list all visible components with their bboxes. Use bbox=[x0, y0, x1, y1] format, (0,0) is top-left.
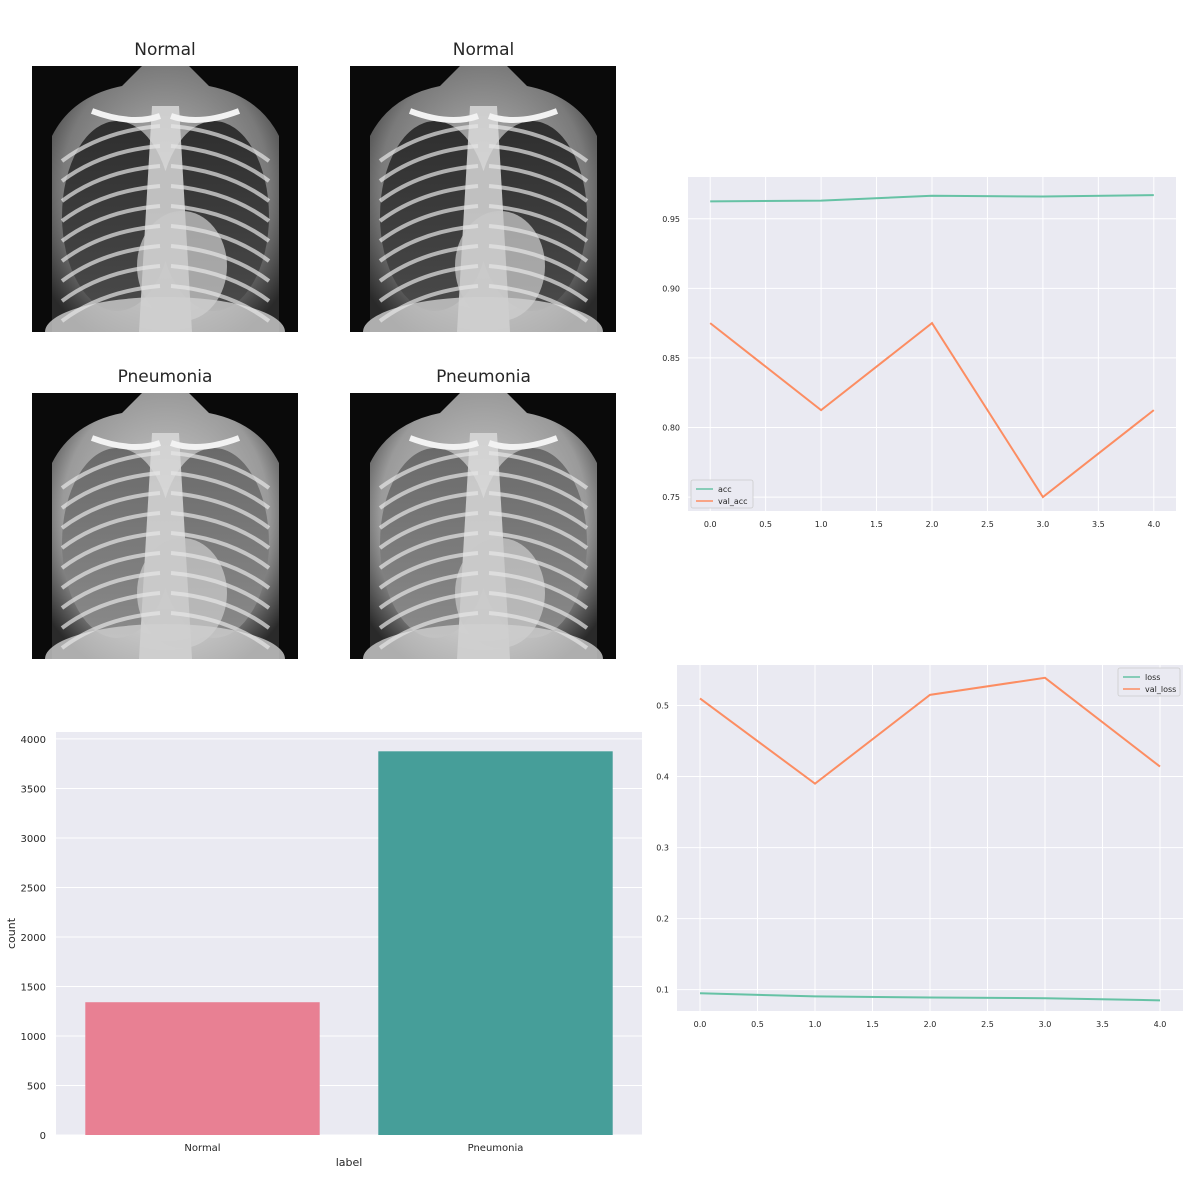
x-tick-label: 0.0 bbox=[694, 1020, 707, 1029]
x-tick-label: 3.0 bbox=[1039, 1020, 1052, 1029]
y-tick-label: 1000 bbox=[21, 1032, 46, 1043]
xray-panel-2: Normal bbox=[350, 40, 617, 332]
bar-pneumonia bbox=[378, 751, 613, 1135]
xray-panel-3: Pneumonia bbox=[32, 367, 298, 659]
line-chart-group bbox=[677, 665, 1183, 1011]
y-tick-label: 0.1 bbox=[656, 986, 669, 995]
y-tick-label: 0.85 bbox=[662, 354, 680, 363]
x-tick-label: 3.5 bbox=[1096, 1020, 1109, 1029]
x-axis-label: label bbox=[336, 1156, 363, 1169]
legend-label: loss bbox=[1145, 673, 1160, 682]
x-tick-label: 4.0 bbox=[1147, 520, 1160, 529]
x-tick-label: Pneumonia bbox=[468, 1143, 524, 1154]
series-line-loss bbox=[699, 992, 1161, 1002]
y-tick-label: 0.4 bbox=[656, 773, 669, 782]
y-tick-label: 500 bbox=[27, 1081, 46, 1092]
y-tick-label: 0.5 bbox=[656, 701, 669, 710]
y-tick-label: 0 bbox=[40, 1131, 46, 1142]
series-line-val_loss bbox=[699, 676, 1161, 785]
y-tick-label: 2500 bbox=[21, 883, 46, 894]
x-tick-label: 2.5 bbox=[981, 1020, 994, 1029]
series-line-val_acc bbox=[709, 321, 1155, 499]
xray-title: Normal bbox=[134, 40, 196, 60]
x-tick-label: 0.5 bbox=[751, 1020, 764, 1029]
x-tick-label: 0.0 bbox=[704, 520, 717, 529]
x-tick-label: 1.0 bbox=[809, 1020, 822, 1029]
x-tick-label: 3.5 bbox=[1092, 520, 1105, 529]
y-tick-label: 0.95 bbox=[662, 215, 680, 224]
x-tick-label: Normal bbox=[184, 1143, 220, 1154]
x-tick-label: 1.5 bbox=[870, 520, 883, 529]
xray-image bbox=[32, 393, 298, 659]
series-line-acc bbox=[710, 194, 1154, 203]
y-tick-label: 0.90 bbox=[662, 284, 680, 293]
x-tick-label: 2.0 bbox=[924, 1020, 937, 1029]
legend-label: acc bbox=[718, 485, 732, 494]
y-tick-label: 0.80 bbox=[662, 424, 680, 433]
line-chart-group bbox=[688, 177, 1176, 511]
x-tick-label: 4.0 bbox=[1154, 1020, 1167, 1029]
y-tick-label: 4000 bbox=[21, 735, 46, 746]
bar-chart-group bbox=[56, 732, 642, 1136]
xray-title: Pneumonia bbox=[436, 367, 531, 387]
bar-normal bbox=[85, 1002, 320, 1135]
xray-title: Normal bbox=[452, 40, 515, 60]
y-tick-label: 3000 bbox=[21, 834, 46, 845]
xray-panel-4: Pneumonia bbox=[350, 367, 617, 659]
x-tick-label: 1.0 bbox=[815, 520, 828, 529]
x-tick-label: 3.0 bbox=[1037, 520, 1050, 529]
x-tick-label: 2.0 bbox=[926, 520, 939, 529]
xray-image bbox=[350, 66, 616, 332]
x-tick-label: 2.5 bbox=[981, 520, 994, 529]
y-tick-label: 0.2 bbox=[656, 915, 669, 924]
xray-image bbox=[350, 393, 616, 659]
xray-panel-1: Normal bbox=[32, 40, 298, 332]
x-tick-label: 0.5 bbox=[759, 520, 772, 529]
y-tick-label: 0.3 bbox=[656, 844, 669, 853]
y-tick-label: 0.75 bbox=[662, 493, 680, 502]
y-axis-label: count bbox=[5, 917, 18, 949]
legend-label: val_loss bbox=[1145, 685, 1176, 694]
y-tick-label: 3500 bbox=[21, 784, 46, 795]
xray-title: Pneumonia bbox=[117, 367, 213, 387]
y-tick-label: 2000 bbox=[21, 933, 46, 944]
xray-image bbox=[32, 66, 298, 332]
y-tick-label: 1500 bbox=[21, 982, 46, 993]
legend-label: val_acc bbox=[718, 497, 748, 506]
x-tick-label: 1.5 bbox=[866, 1020, 879, 1029]
